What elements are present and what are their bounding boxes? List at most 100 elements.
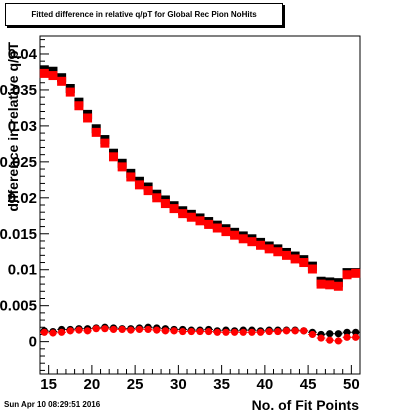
- x-tick-label: 40: [257, 376, 274, 393]
- timestamp: Sun Apr 10 08:29:51 2016: [4, 400, 101, 409]
- data-point: [274, 327, 282, 336]
- data-point: [179, 327, 187, 336]
- data-point: [169, 204, 179, 214]
- x-tick-label: 50: [343, 376, 360, 393]
- axis-ticks: [39, 39, 361, 374]
- data-point: [308, 330, 317, 339]
- data-point: [221, 227, 231, 237]
- x-axis-title: No. of Fit Points: [252, 397, 360, 413]
- x-tick-label: 15: [40, 376, 57, 393]
- x-tick-label: 30: [170, 376, 187, 393]
- x-tick-label: 35: [213, 376, 230, 393]
- data-point: [265, 327, 273, 336]
- data-point: [170, 327, 178, 335]
- data-point: [204, 219, 214, 229]
- data-point: [186, 212, 196, 222]
- data-point: [66, 327, 74, 335]
- y-tick-label: 0.02: [8, 190, 37, 207]
- y-tick-label: 0.03: [8, 118, 37, 135]
- data-point: [49, 329, 57, 337]
- data-point: [195, 216, 205, 226]
- data-point: [135, 325, 144, 334]
- y-tick-label: 0.015: [0, 226, 37, 243]
- data-point: [74, 101, 84, 111]
- data-point: [343, 333, 351, 341]
- data-point: [100, 138, 110, 148]
- x-tick-label: 45: [300, 376, 317, 393]
- data-point: [187, 327, 195, 336]
- data-point: [299, 258, 309, 268]
- data-point: [39, 68, 49, 78]
- data-point: [248, 328, 256, 336]
- data-point: [343, 328, 351, 336]
- data-point: [196, 327, 204, 336]
- data-point: [83, 113, 93, 123]
- data-point: [325, 280, 335, 290]
- data-point: [230, 328, 239, 336]
- data-point: [83, 327, 92, 335]
- data-point: [144, 325, 152, 334]
- x-tick-label: 25: [127, 376, 144, 393]
- data-point: [58, 328, 66, 336]
- data-point: [205, 327, 213, 336]
- data-point: [127, 326, 135, 334]
- y-tick-label: 0: [29, 334, 37, 351]
- data-point: [282, 327, 291, 335]
- data-point: [291, 327, 299, 335]
- data-point: [48, 71, 58, 81]
- data-point: [334, 337, 342, 345]
- data-markers: [39, 65, 361, 345]
- data-point: [40, 328, 48, 336]
- data-point: [300, 327, 308, 335]
- data-point: [352, 333, 360, 341]
- data-point: [326, 330, 334, 338]
- data-point: [160, 199, 170, 209]
- y-tick-label: 0.025: [0, 154, 37, 171]
- data-point: [152, 193, 162, 203]
- data-point: [273, 247, 283, 257]
- y-tick-label: 0.01: [8, 262, 37, 279]
- data-point: [352, 328, 360, 336]
- data-point: [153, 326, 161, 334]
- data-point: [134, 180, 144, 190]
- data-point: [326, 336, 334, 344]
- y-tick-label: 0.035: [0, 82, 37, 99]
- data-point: [118, 325, 126, 334]
- data-point: [212, 223, 222, 233]
- data-point: [256, 328, 265, 336]
- data-point: [281, 250, 291, 260]
- data-point: [351, 268, 361, 278]
- y-tick-label: 0.04: [8, 46, 38, 63]
- data-point: [256, 240, 266, 250]
- data-point: [57, 76, 67, 86]
- data-point: [65, 87, 75, 97]
- data-point: [316, 279, 326, 289]
- data-point: [264, 244, 274, 254]
- x-tick-labels: 15 20 25 30 35 40 45 50: [40, 376, 359, 393]
- data-point: [333, 281, 343, 291]
- data-point: [290, 254, 300, 264]
- data-point: [342, 270, 352, 280]
- y-tick-label: 0.005: [0, 298, 37, 315]
- chart-title: Fitted difference in relative q/pT for G…: [5, 3, 283, 26]
- data-point: [317, 334, 325, 342]
- data-point: [75, 326, 83, 334]
- data-point: [109, 152, 119, 162]
- data-point: [239, 328, 247, 336]
- data-point: [117, 162, 127, 172]
- y-tick-labels: 0 0.005 0.01 0.015 0.02 0.025 0.03 0.035 0.04: [0, 46, 38, 351]
- data-point: [334, 330, 342, 338]
- data-point: [307, 264, 317, 274]
- data-point: [230, 230, 240, 240]
- data-point: [178, 209, 188, 219]
- data-point: [247, 237, 257, 247]
- data-point: [126, 172, 136, 182]
- data-point: [143, 186, 153, 196]
- data-point: [91, 127, 101, 137]
- data-point: [92, 325, 100, 333]
- data-point: [101, 325, 109, 333]
- data-point: [238, 234, 248, 244]
- data-point: [161, 327, 170, 335]
- plot-frame: [39, 35, 361, 375]
